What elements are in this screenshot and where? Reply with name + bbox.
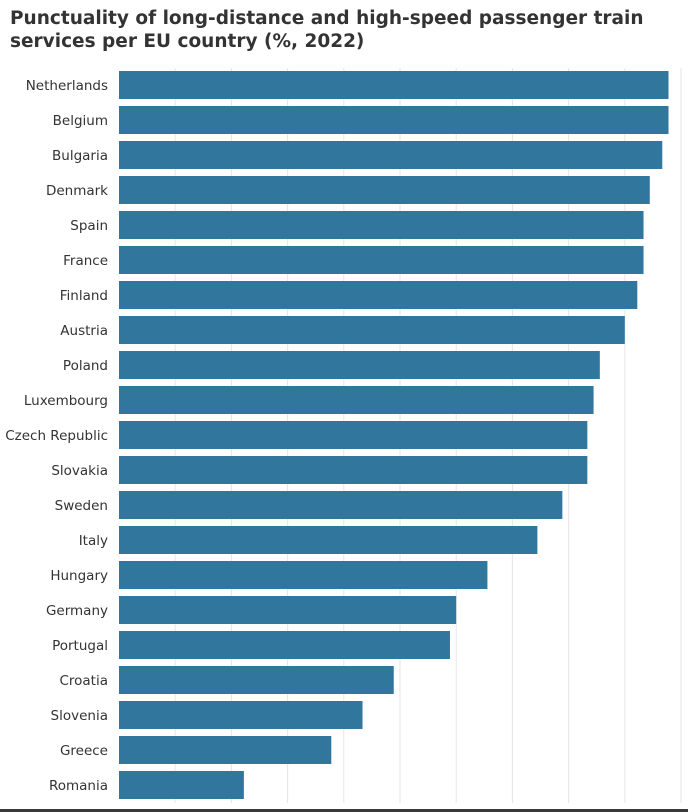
bar-czech-republic	[119, 421, 588, 449]
category-label: Poland	[63, 358, 108, 374]
bars	[119, 71, 669, 799]
category-label: Bulgaria	[52, 148, 108, 164]
category-label: Denmark	[46, 183, 108, 199]
category-label: Romania	[49, 778, 108, 794]
chart-title: Punctuality of long-distance and high-sp…	[10, 8, 644, 52]
bar-hungary	[119, 561, 488, 589]
bar-greece	[119, 736, 332, 764]
bar-italy	[119, 526, 538, 554]
bar-luxembourg	[119, 386, 594, 414]
category-label: Luxembourg	[24, 393, 108, 409]
category-label: Finland	[60, 288, 108, 304]
bar-spain	[119, 211, 644, 239]
category-label: Sweden	[55, 498, 108, 514]
bar-belgium	[119, 106, 669, 134]
category-label: Austria	[60, 323, 108, 339]
category-labels: Netherlands Belgium Bulgaria Denmark Spain Fr…	[5, 78, 108, 794]
bar-poland	[119, 351, 600, 379]
category-label: Slovakia	[51, 463, 108, 479]
category-label: Czech Republic	[5, 428, 108, 444]
bar-denmark	[119, 176, 650, 204]
category-label: Spain	[70, 218, 108, 234]
bar-france	[119, 246, 644, 274]
bar-slovenia	[119, 701, 363, 729]
category-label: France	[63, 253, 108, 269]
bar-germany	[119, 596, 457, 624]
bar-portugal	[119, 631, 450, 659]
category-label: Germany	[46, 603, 108, 619]
bar-romania	[119, 771, 244, 799]
category-label: Greece	[60, 743, 108, 759]
bar-croatia	[119, 666, 394, 694]
category-label: Slovenia	[51, 708, 108, 724]
category-label: Croatia	[59, 673, 108, 689]
bar-netherlands	[119, 71, 669, 99]
category-label: Hungary	[50, 568, 108, 584]
bar-finland	[119, 281, 638, 309]
bar-bulgaria	[119, 141, 663, 169]
bottom-border	[0, 809, 688, 812]
bar-slovakia	[119, 456, 588, 484]
category-label: Belgium	[53, 113, 108, 129]
bar-austria	[119, 316, 625, 344]
bar-sweden	[119, 491, 563, 519]
category-label: Portugal	[52, 638, 108, 654]
category-label: Netherlands	[26, 78, 108, 94]
category-label: Italy	[79, 533, 108, 549]
